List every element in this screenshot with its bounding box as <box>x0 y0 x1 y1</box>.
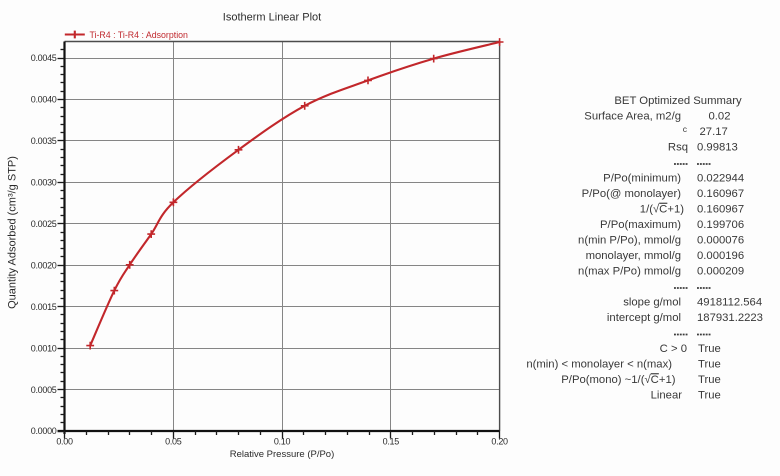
svg-text:Linear: Linear <box>651 390 683 402</box>
svg-text:n(min) < monolayer < n(max): n(min) < monolayer < n(max) <box>526 359 672 371</box>
svg-text:0.199706: 0.199706 <box>697 219 744 231</box>
svg-text:monolayer, mmol/g: monolayer, mmol/g <box>586 250 681 262</box>
svg-text:0.0040: 0.0040 <box>31 95 57 105</box>
svg-text:Rsq: Rsq <box>668 142 688 154</box>
svg-text:P/Po(@ monolayer): P/Po(@ monolayer) <box>582 188 682 200</box>
svg-text:0.02: 0.02 <box>709 111 731 123</box>
svg-text:0.0015: 0.0015 <box>31 302 57 312</box>
svg-text:27.17: 27.17 <box>700 126 728 138</box>
svg-text:0.00: 0.00 <box>56 437 73 447</box>
svg-text:c: c <box>683 124 688 134</box>
svg-text:0.000196: 0.000196 <box>697 250 744 262</box>
svg-text:0.20: 0.20 <box>491 437 508 447</box>
svg-text:Relative Pressure (P/Po): Relative Pressure (P/Po) <box>230 449 335 460</box>
svg-text:0.0025: 0.0025 <box>31 219 57 229</box>
svg-text:P/Po(minimum): P/Po(minimum) <box>603 173 681 185</box>
svg-text:187931.2223: 187931.2223 <box>697 312 763 324</box>
svg-text:P/Po(mono) ~1/(√C+1): P/Po(mono) ~1/(√C+1) <box>561 374 675 386</box>
svg-text:True: True <box>698 374 721 386</box>
svg-text:0.0000: 0.0000 <box>31 426 57 436</box>
svg-text:0.0045: 0.0045 <box>31 53 57 63</box>
svg-text:0.0010: 0.0010 <box>31 343 57 353</box>
svg-text:0.000209: 0.000209 <box>697 266 744 278</box>
svg-text:Quantity Adsorbed (cm³/g STP): Quantity Adsorbed (cm³/g STP) <box>7 156 19 309</box>
svg-text:C > 0: C > 0 <box>660 343 687 355</box>
svg-text:0.15: 0.15 <box>383 437 400 447</box>
svg-text:BET Optimized Summary: BET Optimized Summary <box>614 95 742 107</box>
svg-text:0.0035: 0.0035 <box>31 136 57 146</box>
svg-text:0.0030: 0.0030 <box>31 178 57 188</box>
svg-text:4918112.564: 4918112.564 <box>697 297 762 309</box>
svg-text:intercept g/mol: intercept g/mol <box>607 312 681 324</box>
svg-text:True: True <box>698 390 721 402</box>
svg-text:True: True <box>698 343 721 355</box>
svg-text:n(max P/Po) mmol/g: n(max P/Po) mmol/g <box>578 266 681 278</box>
svg-text:0.99813: 0.99813 <box>697 142 738 154</box>
svg-text:0.05: 0.05 <box>165 437 182 447</box>
svg-text:P/Po(maximum): P/Po(maximum) <box>600 219 681 231</box>
svg-text:0.0020: 0.0020 <box>31 260 57 270</box>
svg-text:0.000076: 0.000076 <box>697 235 744 247</box>
svg-text:n(min P/Po), mmol/g: n(min P/Po), mmol/g <box>578 235 681 247</box>
svg-text:0.10: 0.10 <box>274 437 291 447</box>
svg-text:Isotherm Linear Plot: Isotherm Linear Plot <box>223 12 321 24</box>
svg-text:Surface Area, m2/g: Surface Area, m2/g <box>584 111 681 123</box>
svg-text:0.022944: 0.022944 <box>697 173 744 185</box>
svg-text:1/(√C+1): 1/(√C+1) <box>640 204 684 216</box>
svg-text:0.160967: 0.160967 <box>697 188 744 200</box>
svg-text:0.0005: 0.0005 <box>31 385 57 395</box>
svg-text:Ti-R4 : Ti-R4 : Adsorption: Ti-R4 : Ti-R4 : Adsorption <box>90 30 189 40</box>
svg-text:0.160967: 0.160967 <box>697 204 744 216</box>
svg-text:slope g/mol: slope g/mol <box>623 297 681 309</box>
svg-text:True: True <box>698 359 721 371</box>
